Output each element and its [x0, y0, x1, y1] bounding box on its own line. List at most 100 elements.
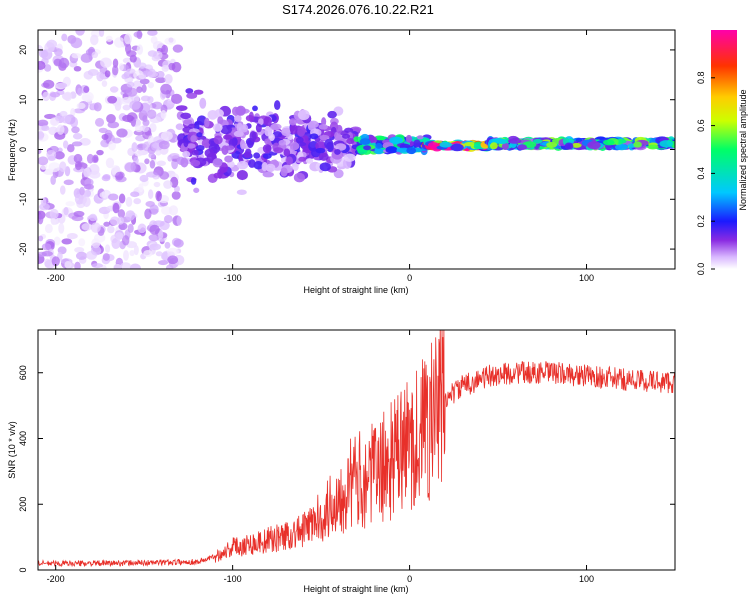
spectrogram-cell: [100, 57, 112, 68]
spectrogram-cell: [212, 123, 223, 132]
spectrogram-cell: [307, 120, 319, 129]
spectrogram-cell: [199, 97, 207, 109]
spectrogram-cell: [196, 132, 203, 138]
spectrogram-cell: [136, 44, 144, 55]
spectrogram-cell: [121, 97, 132, 105]
spectrogram-cell: [293, 172, 305, 183]
spectrogram-cell: [106, 114, 116, 124]
spectrogram-cell: [249, 131, 257, 142]
spectrogram-cell: [121, 235, 130, 246]
spectrogram-cell: [48, 162, 61, 173]
spectrogram-cell: [508, 138, 522, 144]
spectrogram-cell: [113, 263, 122, 269]
spectrogram-cell: [188, 123, 196, 129]
spectrogram-cell: [253, 152, 261, 159]
spectrogram-cell: [319, 134, 330, 141]
spectrogram-cell: [158, 260, 169, 266]
spectrogram-cell: [633, 141, 642, 148]
spectrogram-cell: [336, 124, 343, 134]
spectrogram-cell: [78, 238, 86, 247]
spectrogram-cell: [278, 139, 287, 146]
spectrogram-cell: [126, 81, 135, 88]
spectrogram-cell: [114, 232, 124, 241]
spectrogram-cell: [91, 51, 99, 59]
spectrogram-cell: [546, 141, 558, 148]
spectrogram-cell: [50, 175, 56, 186]
spectrogram-cell: [49, 91, 61, 98]
spectrogram-cell: [65, 201, 76, 207]
spectrogram-cell: [70, 108, 76, 117]
spectrogram-cell: [334, 143, 347, 151]
spectrogram-cell: [236, 189, 247, 195]
spectrogram-cell: [108, 140, 117, 151]
spectrogram-cell: [603, 139, 615, 146]
spectrogram-cell: [41, 243, 52, 251]
spectrogram-cell: [285, 156, 293, 166]
spectrogram-cell: [575, 137, 583, 142]
spectrogram-cell: [160, 83, 172, 95]
spectrogram-cell: [66, 232, 78, 240]
spectrogram-cell: [262, 144, 272, 154]
colorbar: [711, 30, 737, 269]
spectrogram-cell: [234, 114, 242, 123]
y-tick-label: 0: [18, 147, 28, 152]
spectrogram-cell: [274, 100, 281, 111]
spectrogram-cell: [158, 140, 170, 150]
spectrogram-cell: [137, 223, 147, 234]
spectrogram-cell: [217, 116, 224, 125]
spectrogram-cell: [363, 145, 372, 151]
spectrogram-cell: [117, 209, 126, 219]
spectrogram-cell: [105, 157, 115, 169]
spectrogram-cell: [175, 105, 188, 112]
spectrogram-cell: [107, 95, 118, 104]
spectrogram-cell: [334, 149, 341, 155]
spectrogram-cell: [156, 70, 165, 79]
spectrogram-marks: [38, 30, 675, 269]
spectrogram-cell: [253, 160, 264, 170]
spectrogram-cell: [130, 191, 140, 198]
spectrogram-cell: [49, 208, 59, 219]
spectrogram-cell: [153, 169, 162, 176]
spectrogram-cell: [224, 145, 235, 151]
spectrogram-cell: [183, 119, 193, 125]
spectrogram-cell: [42, 91, 50, 102]
spectrogram-cell: [147, 81, 154, 89]
spectrogram-cell: [233, 130, 244, 138]
spectrogram-cell: [141, 84, 147, 93]
spectrogram-cell: [96, 71, 105, 82]
spectrogram-cell: [213, 172, 221, 179]
spectrogram-cell: [90, 34, 99, 46]
spectrogram-cell: [41, 125, 50, 132]
spectrogram-cell: [76, 102, 86, 110]
spectrogram-cell: [152, 142, 161, 149]
spectrogram-cell: [142, 70, 153, 76]
spectrogram-cell: [53, 236, 61, 246]
spectrogram-cell: [125, 196, 133, 207]
spectrogram-cell: [289, 123, 298, 135]
spectrogram-cell: [123, 249, 129, 261]
spectrogram-cell: [155, 76, 167, 84]
spectrogram-cell: [126, 68, 136, 74]
spectrogram-cell: [149, 160, 156, 169]
spectrogram-cell: [258, 118, 264, 126]
spectrogram-cell: [214, 109, 224, 118]
spectrogram-cell: [38, 49, 49, 58]
spectrogram-cell: [72, 132, 83, 140]
spectrogram-cell: [56, 124, 65, 135]
spectrogram-cell: [149, 204, 159, 215]
spectrogram-cell: [243, 151, 252, 158]
spectrogram-cell: [659, 140, 673, 148]
spectrogram-cell: [54, 48, 63, 57]
colorbar-tick-label: 0.8: [696, 72, 706, 85]
spectrogram-cell: [374, 148, 384, 155]
spectrogram-cell: [58, 57, 70, 69]
spectrogram-cell: [318, 123, 328, 130]
spectrogram-cell: [564, 142, 574, 150]
spectrogram-cell: [305, 158, 314, 164]
x-tick-label: 100: [579, 273, 594, 283]
spectrogram-cell: [61, 33, 68, 42]
spectrogram-cell: [193, 187, 200, 193]
colorbar-tick-label: 0.4: [696, 167, 706, 180]
spectrogram-cell: [63, 206, 69, 216]
